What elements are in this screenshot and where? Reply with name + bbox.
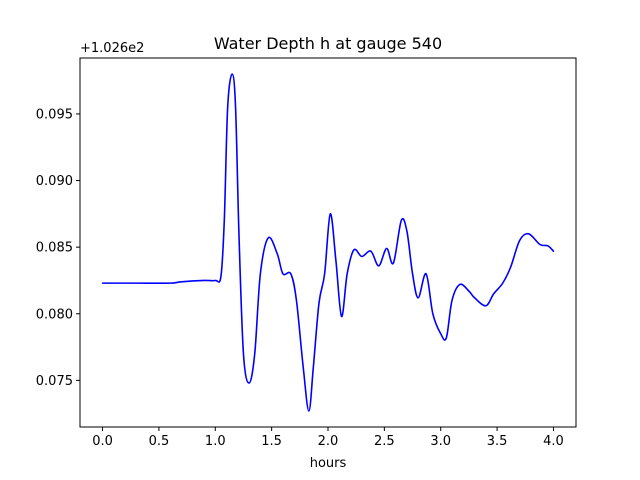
x-tick-label: 2.5 <box>374 434 395 449</box>
x-tick-label: 3.5 <box>487 434 508 449</box>
x-axis: 0.0 0.5 1.0 1.5 2.0 2.5 3.0 3.5 4.0 <box>92 427 564 449</box>
plot-area <box>101 73 555 412</box>
x-tick-label: 0.5 <box>149 434 170 449</box>
y-tick-label: 0.075 <box>36 374 73 389</box>
x-tick-label: 1.5 <box>261 434 282 449</box>
x-axis-label: hours <box>310 456 347 471</box>
y-tick-label: 0.085 <box>36 241 73 256</box>
y-tick-label: 0.090 <box>36 174 73 189</box>
y-offset-label: +1.026e2 <box>80 41 144 56</box>
x-tick-label: 3.0 <box>430 434 451 449</box>
x-tick-label: 1.0 <box>205 434 226 449</box>
x-tick-label: 0.0 <box>92 434 113 449</box>
y-tick-label: 0.095 <box>36 107 73 122</box>
chart-title: Water Depth h at gauge 540 <box>214 34 442 53</box>
y-axis: 0.075 0.080 0.085 0.090 0.095 <box>36 107 80 389</box>
series-line-0 <box>101 73 555 412</box>
y-tick-label: 0.080 <box>36 307 73 322</box>
x-tick-label: 2.0 <box>318 434 339 449</box>
x-tick-label: 4.0 <box>543 434 564 449</box>
